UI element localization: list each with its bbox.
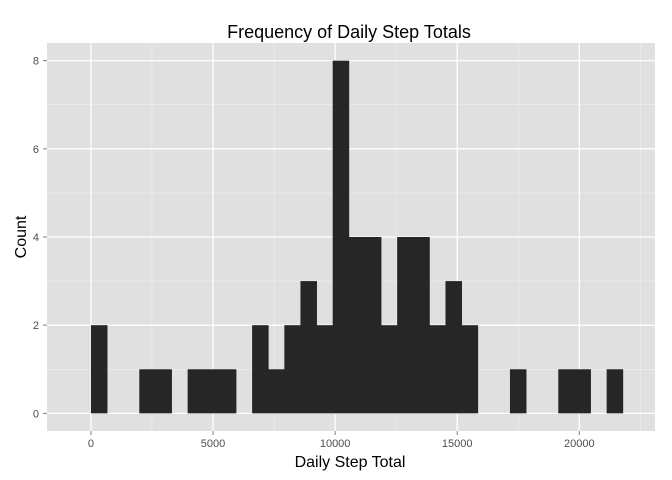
- histogram-bar: [332, 60, 350, 414]
- histogram-bar: [219, 369, 237, 414]
- histogram-bar: [348, 237, 366, 414]
- y-tick-label: 0: [33, 408, 39, 420]
- histogram-bar: [461, 325, 479, 414]
- histogram-bar: [413, 237, 430, 414]
- y-axis-ticks: 0 2 4 6 8: [33, 56, 47, 420]
- x-axis-ticks: 0 5000 10000 15000 20000: [88, 431, 595, 450]
- histogram-bar: [429, 325, 446, 414]
- histogram-bar: [187, 369, 205, 414]
- histogram-bar: [381, 325, 398, 414]
- histogram-bar: [445, 281, 463, 414]
- histogram-bar: [574, 369, 591, 414]
- histogram-bar: [90, 325, 108, 414]
- x-tick-label: 20000: [564, 438, 595, 450]
- histogram-bar: [155, 369, 172, 414]
- y-tick-label: 2: [33, 320, 39, 332]
- y-tick-label: 8: [33, 56, 39, 68]
- x-tick-label: 15000: [442, 438, 473, 450]
- histogram-bar: [139, 369, 156, 414]
- histogram-bar: [397, 237, 414, 414]
- histogram-bar: [316, 325, 334, 414]
- histogram-bar: [284, 325, 301, 414]
- x-tick-label: 5000: [201, 438, 225, 450]
- y-tick-label: 6: [33, 144, 39, 156]
- y-tick-label: 4: [33, 232, 39, 244]
- x-tick-label: 0: [88, 438, 94, 450]
- histogram-bar: [364, 237, 382, 414]
- histogram-bar: [558, 369, 575, 414]
- histogram-bars: [90, 60, 624, 414]
- histogram-bar: [606, 369, 624, 414]
- histogram-bar: [300, 281, 317, 414]
- chart-title: Frequency of Daily Step Totals: [227, 22, 471, 42]
- histogram-bar: [268, 369, 285, 414]
- y-axis-title: Count: [13, 215, 30, 258]
- histogram-bar: [252, 325, 269, 414]
- x-axis-title: Daily Step Total: [295, 454, 406, 471]
- histogram-bar: [509, 369, 527, 414]
- x-tick-label: 10000: [320, 438, 351, 450]
- histogram-bar: [203, 369, 221, 414]
